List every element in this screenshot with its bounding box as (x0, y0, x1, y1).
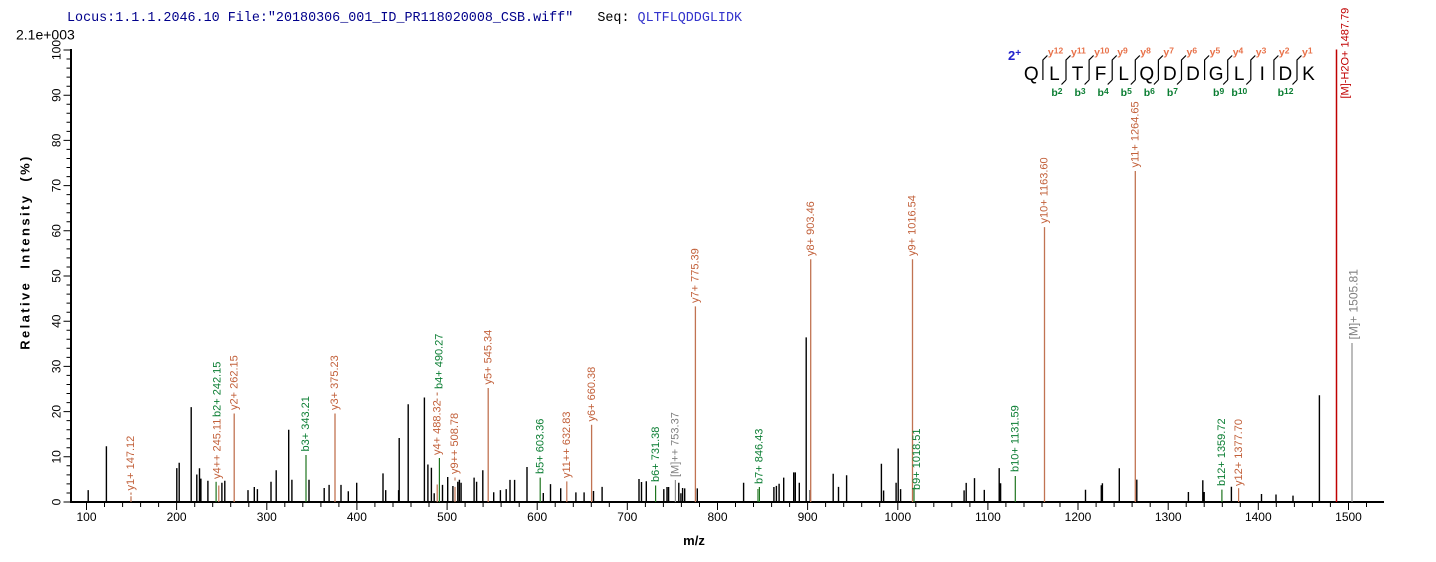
svg-text:900: 900 (798, 510, 818, 524)
svg-text:90: 90 (50, 88, 64, 102)
svg-text:F: F (1095, 64, 1107, 85)
svg-text:y1: y1 (1302, 46, 1313, 59)
svg-text:b2: b2 (1051, 86, 1062, 99)
svg-text:b9: b9 (1213, 86, 1224, 99)
svg-text:L: L (1234, 64, 1245, 85)
svg-text:b4: b4 (1098, 86, 1109, 99)
svg-text:L: L (1118, 64, 1129, 85)
svg-text:1100: 1100 (975, 510, 1001, 524)
svg-text:y11: y11 (1071, 46, 1086, 59)
svg-text:T: T (1072, 64, 1084, 85)
svg-text:y9: y9 (1117, 46, 1128, 59)
svg-text:800: 800 (707, 510, 727, 524)
svg-text:b5+ 603.36: b5+ 603.36 (534, 419, 546, 474)
svg-text:80: 80 (50, 133, 64, 147)
svg-text:b3+ 343.21: b3+ 343.21 (300, 396, 312, 451)
svg-text:D: D (1279, 64, 1293, 85)
svg-text:y5+ 545.34: y5+ 545.34 (482, 330, 494, 385)
svg-text:b3: b3 (1074, 86, 1085, 99)
svg-text:y9+ 1016.54: y9+ 1016.54 (907, 195, 919, 256)
svg-text:1000: 1000 (884, 510, 911, 524)
svg-text:700: 700 (617, 510, 637, 524)
svg-text:b2+ 242.15: b2+ 242.15 (212, 362, 224, 417)
svg-text:200: 200 (167, 510, 187, 524)
svg-text:[M]++ 753.37: [M]++ 753.37 (670, 412, 682, 477)
svg-text:b5: b5 (1121, 86, 1132, 99)
svg-text:b7+ 846.43: b7+ 846.43 (754, 429, 766, 484)
svg-text:1200: 1200 (1065, 510, 1092, 524)
svg-text:0: 0 (50, 498, 64, 505)
svg-text:[M]+ 1505.81: [M]+ 1505.81 (1347, 269, 1361, 340)
svg-text:y6+ 660.38: y6+ 660.38 (586, 367, 598, 422)
svg-text:b10+ 1131.59: b10+ 1131.59 (1010, 405, 1022, 472)
svg-text:70: 70 (50, 179, 64, 193)
svg-text:y8: y8 (1140, 46, 1151, 59)
svg-text:y11+ 1264.65: y11+ 1264.65 (1130, 101, 1142, 167)
svg-text:y2+ 262.15: y2+ 262.15 (228, 355, 240, 410)
svg-text:b6: b6 (1144, 86, 1155, 99)
svg-text:1400: 1400 (1245, 510, 1272, 524)
svg-text:m/z: m/z (683, 533, 705, 548)
svg-text:y11++ 632.83: y11++ 632.83 (561, 412, 573, 478)
svg-text:Q: Q (1024, 64, 1039, 85)
svg-text:[M]-H2O+ 1487.79: [M]-H2O+ 1487.79 (1340, 8, 1352, 99)
svg-text:Relative Intensity (%): Relative Intensity (%) (18, 154, 33, 350)
svg-text:y4: y4 (1233, 46, 1244, 59)
svg-text:D: D (1163, 64, 1177, 85)
svg-text:500: 500 (437, 510, 457, 524)
svg-text:y7+ 775.39: y7+ 775.39 (690, 248, 702, 303)
svg-text:60: 60 (50, 224, 64, 238)
svg-text:G: G (1209, 64, 1224, 85)
svg-text:y2: y2 (1279, 46, 1290, 59)
svg-text:30: 30 (50, 359, 64, 373)
svg-text:50: 50 (50, 269, 64, 283)
svg-text:100: 100 (76, 510, 96, 524)
svg-text:y9++ 508.78: y9++ 508.78 (449, 413, 461, 474)
svg-text:y3+ 375.23: y3+ 375.23 (329, 355, 341, 410)
svg-text:y6: y6 (1187, 46, 1198, 59)
svg-text:b9+ 1018.51: b9+ 1018.51 (911, 429, 923, 490)
svg-text:b12: b12 (1278, 86, 1294, 99)
svg-text:y3: y3 (1256, 46, 1267, 59)
svg-text:y12: y12 (1048, 46, 1064, 59)
svg-text:2.1e+003: 2.1e+003 (16, 27, 75, 43)
svg-text:1300: 1300 (1155, 510, 1182, 524)
svg-text:y12+ 1377.70: y12+ 1377.70 (1233, 419, 1245, 486)
svg-text:10: 10 (50, 450, 64, 464)
svg-text:b10: b10 (1231, 86, 1247, 99)
svg-text:300: 300 (257, 510, 277, 524)
svg-text:40: 40 (50, 314, 64, 328)
svg-text:y1+ 147.12: y1+ 147.12 (125, 436, 137, 491)
svg-text:y4++ 245.11: y4++ 245.11 (212, 419, 224, 479)
svg-text:400: 400 (347, 510, 367, 524)
svg-text:b12+ 1359.72: b12+ 1359.72 (1216, 418, 1228, 486)
svg-text:y4+ 488.32: y4+ 488.32 (431, 400, 443, 455)
svg-text:b4+ 490.27: b4+ 490.27 (434, 334, 446, 389)
svg-text:y5: y5 (1210, 46, 1221, 59)
svg-text:100: 100 (50, 40, 64, 60)
svg-text:b6+ 731.38: b6+ 731.38 (650, 427, 662, 482)
svg-text:y7: y7 (1163, 46, 1174, 59)
svg-text:b7: b7 (1167, 86, 1178, 99)
svg-text:Locus:1.1.1.2046.10 File:"2018: Locus:1.1.1.2046.10 File:"20180306_001_I… (67, 11, 743, 26)
svg-text:20: 20 (50, 405, 64, 419)
svg-text:I: I (1260, 64, 1265, 85)
svg-text:Q: Q (1139, 64, 1154, 85)
svg-text:K: K (1302, 64, 1315, 85)
svg-text:y8+ 903.46: y8+ 903.46 (805, 201, 817, 256)
svg-text:L: L (1049, 64, 1060, 85)
svg-text:y10+ 1163.60: y10+ 1163.60 (1039, 157, 1051, 223)
svg-text:D: D (1186, 64, 1200, 85)
svg-text:y10: y10 (1094, 46, 1110, 59)
svg-text:600: 600 (527, 510, 547, 524)
svg-text:1500: 1500 (1335, 510, 1362, 524)
